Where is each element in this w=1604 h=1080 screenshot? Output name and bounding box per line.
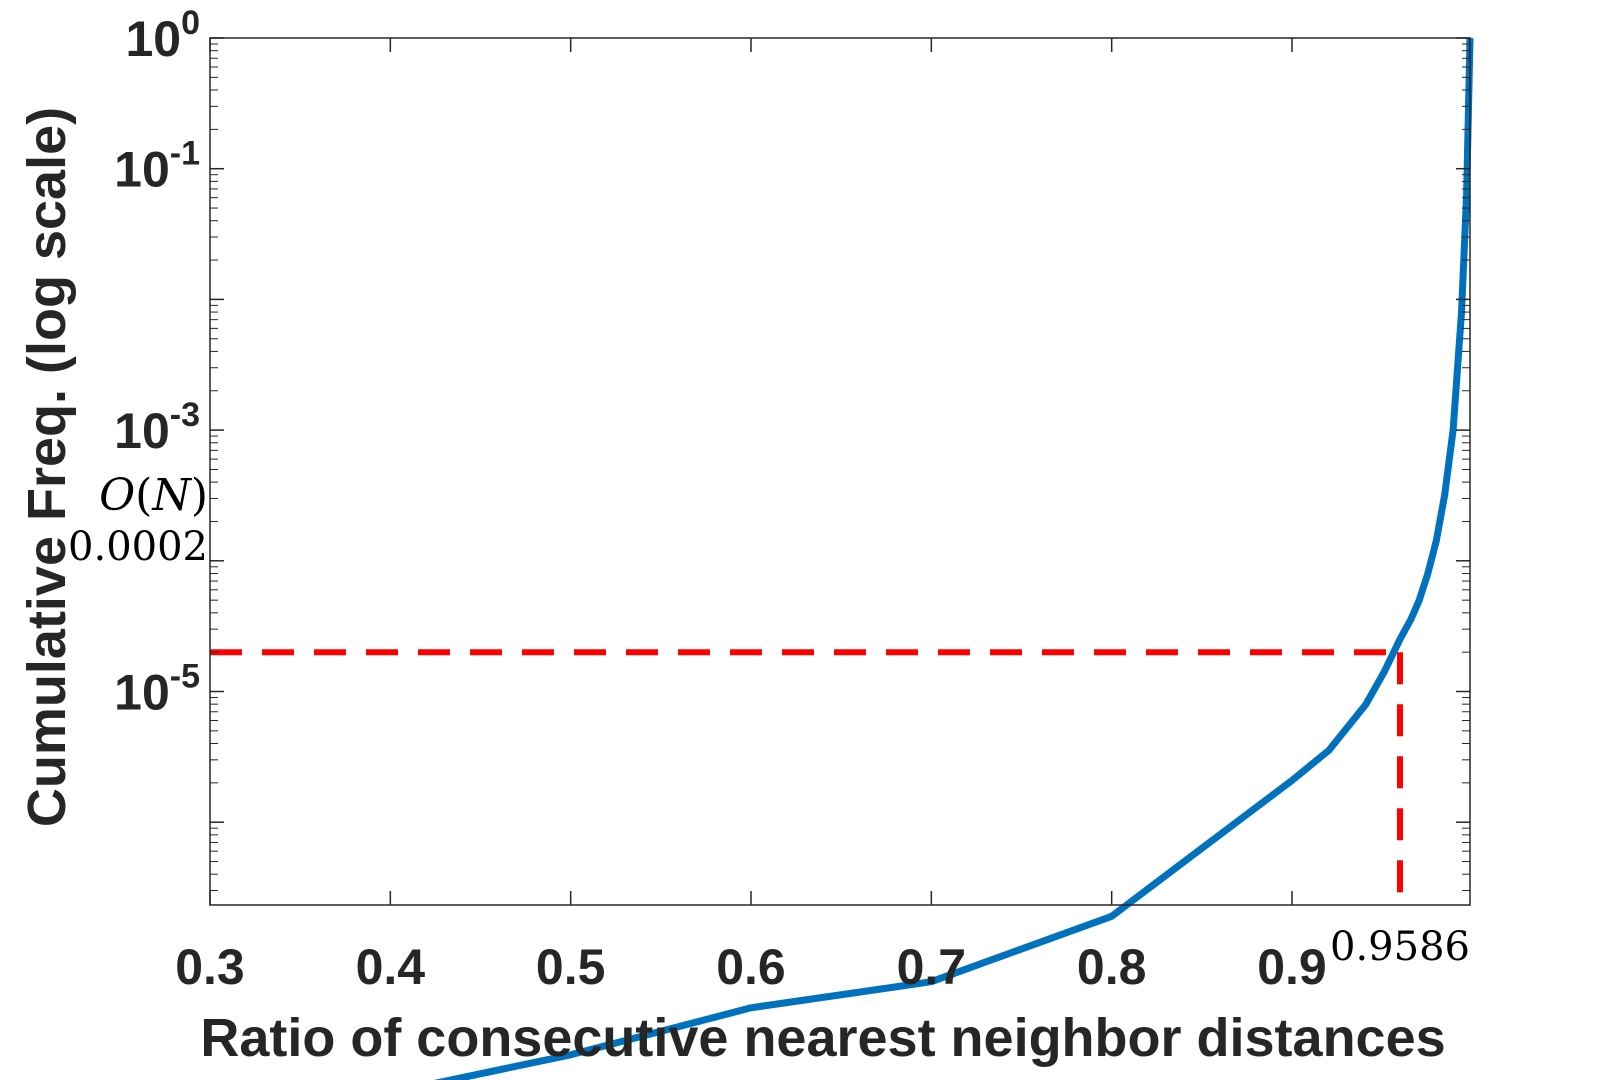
threshold-x-label: 0.9586 — [1330, 924, 1470, 970]
x-tick-label: 0.5 — [536, 939, 606, 995]
x-tick-label: 0.8 — [1077, 939, 1147, 995]
x-tick-label: 0.9 — [1257, 939, 1327, 995]
y-tick-label: 10-1 — [114, 135, 200, 198]
y-tick-label: 10-3 — [114, 396, 200, 459]
x-tick-label: 0.7 — [897, 939, 967, 995]
threshold-lines — [210, 649, 1403, 905]
x-axis-label: Ratio of consecutive nearest neighbor di… — [200, 1008, 1445, 1068]
tick-labels: 0.3 0.4 0.5 0.6 0.7 0.8 0.9 100 10-1 10-3 10-5 — [114, 4, 1327, 995]
threshold-y-expression: O(N) — [99, 470, 208, 521]
y-axis-label: Cumulative Freq. (log scale) — [17, 107, 77, 827]
axis-ticks — [209, 37, 1470, 905]
series-line — [433, 37, 1474, 1080]
threshold-y-value-label: 0.0002 — [68, 524, 208, 570]
series-layer — [433, 37, 1474, 1080]
x-tick-label: 0.6 — [716, 939, 786, 995]
y-tick-label: 10-5 — [114, 658, 200, 721]
y-tick-label: 100 — [125, 4, 200, 67]
plot-area-frame — [209, 37, 1471, 906]
x-tick-label: 0.4 — [356, 939, 426, 995]
x-tick-label: 0.3 — [175, 939, 245, 995]
